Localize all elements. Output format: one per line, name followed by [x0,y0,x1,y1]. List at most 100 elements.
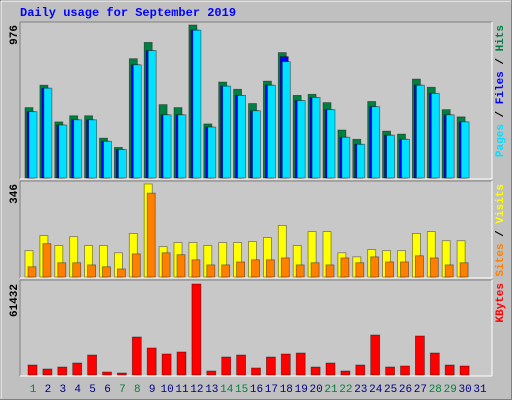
bar [131,336,142,376]
bar [131,253,141,278]
x-tick-label: 28 [429,384,442,396]
bar [27,266,37,278]
legend-entry: Files [495,71,507,104]
x-tick-label: 17 [265,384,278,396]
chart-title: Daily usage for September 2019 [20,6,236,20]
bar [176,254,186,278]
bar [117,268,126,278]
legend: KBytes [495,283,507,323]
bar [326,109,336,179]
x-tick-label: 20 [309,384,322,396]
bar [444,264,454,278]
bar [340,370,351,376]
bar [386,134,396,179]
x-tick-label: 18 [280,384,293,396]
bar [192,29,202,179]
bar [72,362,83,376]
bar [221,356,232,376]
bar [206,264,216,278]
legend-entry: KBytes [495,283,507,323]
x-tick-label: 7 [119,384,126,396]
bar [430,92,440,179]
y-tick-label: 976 [9,25,21,45]
bar [43,87,53,179]
bar [445,114,455,179]
bar [370,334,381,376]
bar [252,110,261,179]
bar [221,264,231,278]
legend-entry: Visits [495,184,507,224]
bar [103,140,112,179]
bar [281,61,291,179]
x-tick-label: 3 [59,384,66,396]
y-tick-label: 61432 [9,284,21,317]
bar [87,264,96,278]
bar [444,364,455,376]
x-tick-label: 21 [324,384,338,396]
bar [191,283,202,376]
bar [414,335,425,376]
bar [296,100,306,179]
x-tick-label: 16 [250,384,263,396]
legend: Sites / Visits [495,184,507,276]
x-tick-label: 11 [175,384,189,396]
y-tick-label: 346 [9,184,21,204]
bar [429,257,439,278]
legend-separator: / [495,51,507,71]
x-tick-label: 19 [295,384,308,396]
x-tick-label: 10 [160,384,173,396]
legend-separator: / [495,104,507,124]
x-tick-label: 12 [190,384,203,396]
x-tick-label: 4 [74,384,81,396]
bar [72,262,82,278]
x-tick-label: 29 [444,384,457,396]
bar [73,119,83,179]
bar [88,119,97,179]
x-tick-label: 13 [205,384,218,396]
x-tick-label: 2 [45,384,52,396]
bar [340,257,350,278]
bar [57,262,67,278]
bar [310,366,321,376]
x-tick-label: 1 [30,384,37,396]
bar [191,259,201,278]
x-tick-label: 9 [149,384,156,396]
bar [265,356,276,376]
bar [147,50,157,179]
x-tick-label: 8 [134,384,141,396]
bar [266,84,276,179]
bar [385,261,395,278]
bar [161,353,172,376]
bar [415,84,425,179]
x-tick-label: 6 [104,384,111,396]
bar [265,259,275,278]
bar [459,262,469,278]
bar [371,106,381,179]
bar [251,367,261,376]
bar [57,366,68,376]
bar [146,347,157,376]
bar [162,114,172,179]
bar [341,136,351,179]
bar [325,264,335,278]
bar [206,370,217,376]
bar [27,364,38,376]
x-tick-label: 24 [369,384,383,396]
bar [176,351,187,376]
x-tick-label: 14 [220,384,234,396]
bar [325,362,336,376]
bar [102,266,111,278]
bar [222,85,232,179]
x-tick-label: 31 [473,384,487,396]
bar [237,94,247,179]
x-tick-label: 25 [384,384,397,396]
bar [236,354,247,376]
bar [207,126,217,179]
legend-entry: Sites [495,243,507,276]
legend: Pages / Files / Hits [495,25,507,157]
x-tick-label: 30 [458,384,471,396]
bar [28,111,38,179]
bar [177,114,187,179]
x-tick-label: 5 [89,384,96,396]
bar [401,138,410,179]
